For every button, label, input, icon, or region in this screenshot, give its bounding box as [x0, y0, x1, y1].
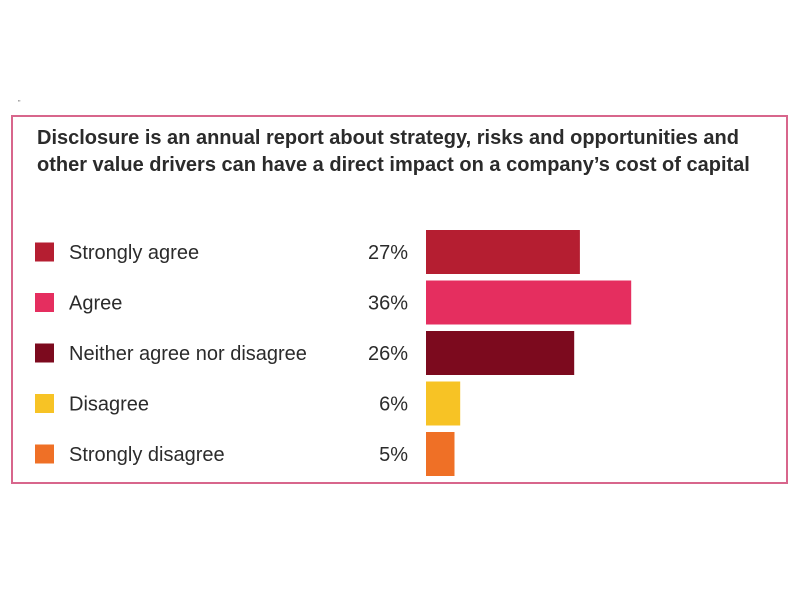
bar-strongly-disagree [426, 432, 455, 476]
legend-swatch-strongly-agree [35, 242, 54, 262]
legend-swatch-strongly-disagree [35, 444, 54, 464]
category-label-strongly-disagree: Strongly disagree [69, 444, 225, 466]
chart-plot: Strongly agree 27% Agree 36% Neither agree n… [35, 230, 632, 476]
category-label-agree: Agree [69, 293, 122, 315]
legend-swatch-neither-agree-nor-disagree [35, 343, 54, 363]
value-label-strongly-disagree: 5% [379, 444, 408, 466]
corner-marker: " [18, 100, 21, 107]
bar-neither-agree-nor-disagree [426, 331, 575, 375]
chart-title: Disclosure is an annual report about str… [37, 127, 750, 176]
bar-disagree [426, 381, 461, 426]
value-label-strongly-agree: 27% [368, 242, 408, 264]
legend-swatch-agree [35, 293, 54, 312]
category-label-neither-agree-nor-disagree: Neither agree nor disagree [69, 343, 307, 365]
bar-strongly-agree [426, 230, 580, 274]
category-label-disagree: Disagree [69, 394, 149, 416]
bar-agree [426, 280, 632, 325]
category-label-strongly-agree: Strongly agree [69, 242, 199, 264]
value-label-disagree: 6% [379, 394, 408, 416]
value-label-neither-agree-nor-disagree: 26% [368, 343, 408, 365]
value-label-agree: 36% [368, 293, 408, 315]
chart-frame: Disclosure is an annual report about str… [11, 115, 788, 484]
legend-swatch-disagree [35, 394, 54, 413]
